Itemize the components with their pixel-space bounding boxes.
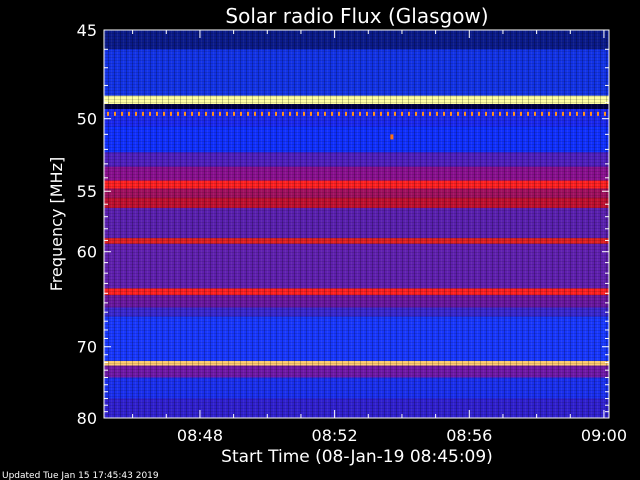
burst-dot xyxy=(576,111,578,116)
x-axis-label: Start Time (08-Jan-19 08:45:09) xyxy=(221,447,493,467)
burst-dot xyxy=(590,111,592,116)
plot-frame xyxy=(103,29,610,419)
burst-dot xyxy=(296,111,298,116)
burst-dot xyxy=(352,111,354,116)
updated-timestamp: Updated Tue Jan 15 17:45:43 2019 xyxy=(2,471,159,480)
burst-dot xyxy=(443,111,445,116)
y-tick-label: 45 xyxy=(77,21,97,40)
x-tick-label: 09:00 xyxy=(581,426,627,445)
burst-dot xyxy=(408,111,410,116)
burst-dot xyxy=(275,111,277,116)
plot-area xyxy=(104,30,609,418)
burst-dot xyxy=(177,111,179,116)
burst-dot xyxy=(282,111,284,116)
y-axis-label: Frequency [MHz] xyxy=(47,157,66,291)
y-axis: 45 50 55 60 70 80 xyxy=(77,21,609,428)
burst-dot xyxy=(303,111,305,116)
burst-dot xyxy=(247,111,249,116)
burst-dot xyxy=(485,111,487,116)
burst-dot xyxy=(562,111,564,116)
burst-dot xyxy=(114,111,116,116)
burst-dot xyxy=(268,111,270,116)
burst-dot xyxy=(457,111,459,116)
burst-dot xyxy=(401,111,403,116)
burst-dot xyxy=(240,111,242,116)
burst-dot xyxy=(506,111,508,116)
burst-dot xyxy=(464,111,466,116)
burst-dot xyxy=(198,111,200,116)
burst-dot xyxy=(135,111,137,116)
burst-dot xyxy=(107,111,109,116)
burst-dot xyxy=(359,111,361,116)
burst-dot xyxy=(324,111,326,116)
burst-dot xyxy=(387,111,389,116)
x-tick-label: 08:48 xyxy=(177,426,223,445)
texture-horizontal xyxy=(104,30,609,418)
y-tick-label: 70 xyxy=(77,338,97,357)
burst-dot xyxy=(555,111,557,116)
burst-dot xyxy=(331,111,333,116)
burst-dot xyxy=(415,111,417,116)
burst-dot xyxy=(366,111,368,116)
burst-dot xyxy=(156,111,158,116)
burst-dot xyxy=(128,111,130,116)
burst-dot xyxy=(261,111,263,116)
burst-dot xyxy=(513,111,515,116)
burst-dot xyxy=(373,111,375,116)
y-tick-label: 60 xyxy=(77,243,97,262)
burst-dot xyxy=(226,111,228,116)
burst-dot xyxy=(597,111,599,116)
burst-dot xyxy=(205,111,207,116)
y-tick-label: 80 xyxy=(77,409,97,428)
burst-dot xyxy=(422,111,424,116)
chart-title: Solar radio Flux (Glasgow) xyxy=(225,4,488,28)
burst-dot xyxy=(492,111,494,116)
x-axis: 08:48 08:52 08:56 09:00 xyxy=(132,30,627,445)
burst-dot xyxy=(471,111,473,116)
burst-dot xyxy=(184,111,186,116)
spike-mark xyxy=(390,134,394,140)
burst-dot xyxy=(345,111,347,116)
burst-dot xyxy=(191,111,193,116)
burst-dot xyxy=(254,111,256,116)
burst-dot xyxy=(436,111,438,116)
burst-dot xyxy=(394,111,396,116)
burst-dot xyxy=(527,111,529,116)
x-tick-label: 08:56 xyxy=(446,426,492,445)
burst-dot xyxy=(380,111,382,116)
burst-dot xyxy=(121,111,123,116)
burst-dot xyxy=(289,111,291,116)
y-tick-label: 50 xyxy=(77,110,97,129)
burst-dot xyxy=(310,111,312,116)
y-tick-label: 55 xyxy=(77,182,97,201)
burst-dot xyxy=(478,111,480,116)
burst-dot xyxy=(429,111,431,116)
burst-dot xyxy=(163,111,165,116)
burst-dot xyxy=(212,111,214,116)
burst-dot xyxy=(317,111,319,116)
burst-dot xyxy=(541,111,543,116)
burst-dot-row xyxy=(107,111,606,116)
burst-dot xyxy=(149,111,151,116)
burst-dot xyxy=(583,111,585,116)
x-tick-label: 08:52 xyxy=(312,426,358,445)
burst-dot xyxy=(450,111,452,116)
burst-dot xyxy=(548,111,550,116)
burst-dot xyxy=(569,111,571,116)
burst-dot xyxy=(499,111,501,116)
burst-dot xyxy=(170,111,172,116)
burst-dot xyxy=(520,111,522,116)
burst-dot xyxy=(604,111,606,116)
burst-dot xyxy=(534,111,536,116)
burst-dot xyxy=(233,111,235,116)
burst-dot xyxy=(142,111,144,116)
burst-dot xyxy=(338,111,340,116)
burst-dot xyxy=(219,111,221,116)
